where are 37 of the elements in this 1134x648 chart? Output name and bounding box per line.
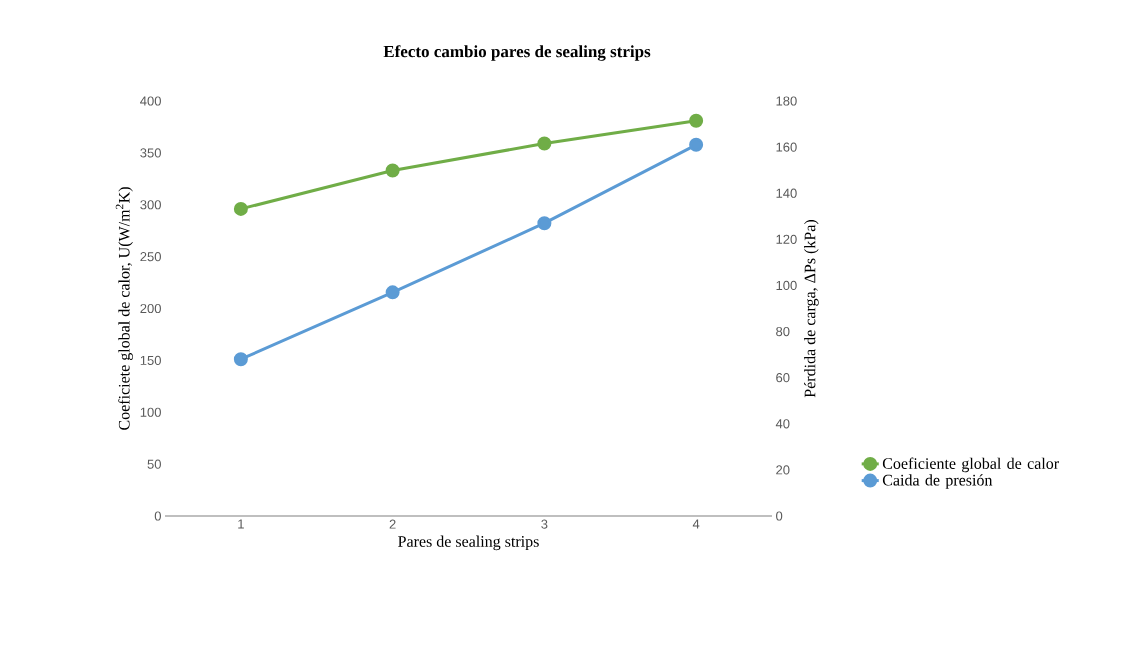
point [689, 113, 704, 128]
y2-tick-label: 40 [775, 419, 790, 429]
y2-tick-label: 140 [776, 188, 797, 198]
y2-tick-label: 100 [776, 280, 797, 291]
y-tick-label: 100 [140, 407, 161, 417]
y-tick-label: 250 [140, 252, 161, 262]
y2-axis-title: Pérdida de carga, ΔPs (kPa) [804, 220, 819, 398]
y-axis-title: Coeficiete global de calor, U(W/m$^{2}$K) [115, 187, 133, 430]
x-tick-label: 2 [389, 519, 396, 529]
y-tick-label: 350 [140, 148, 161, 158]
x-tick-label: 1 [238, 519, 244, 529]
y2-tick-label: 80 [776, 326, 790, 337]
y2-tick-label: 120 [776, 234, 797, 244]
y-tick-label: 400 [140, 96, 161, 106]
y-tick-label: 0 [154, 511, 161, 521]
point [233, 352, 248, 367]
y-tick-label: 50 [147, 459, 161, 469]
x-axis-title: Pares de sealing strips [398, 535, 539, 551]
legend-label: Caida de presión [882, 474, 993, 489]
chart-title: Efecto cambio pares de sealing strips [383, 45, 651, 61]
y-tick-label: 300 [140, 200, 161, 210]
legend-label: Coeficiente global de calor [882, 457, 1059, 473]
point [385, 285, 400, 300]
point [385, 163, 400, 178]
y2-tick-label: 0 [776, 511, 783, 521]
y-tick-label: 150 [140, 355, 161, 365]
x-tick-label: 3 [541, 519, 548, 529]
point [233, 201, 248, 216]
y2-tick-label: 160 [776, 142, 797, 152]
y2-tick-label: 20 [776, 465, 790, 475]
point [537, 216, 552, 231]
y2-tick-label: 180 [776, 96, 797, 106]
y-tick-label: 200 [140, 303, 161, 314]
point [537, 136, 552, 151]
y2-tick-label: 60 [776, 373, 790, 383]
x-tick-label: 4 [692, 519, 700, 529]
point [689, 137, 704, 152]
